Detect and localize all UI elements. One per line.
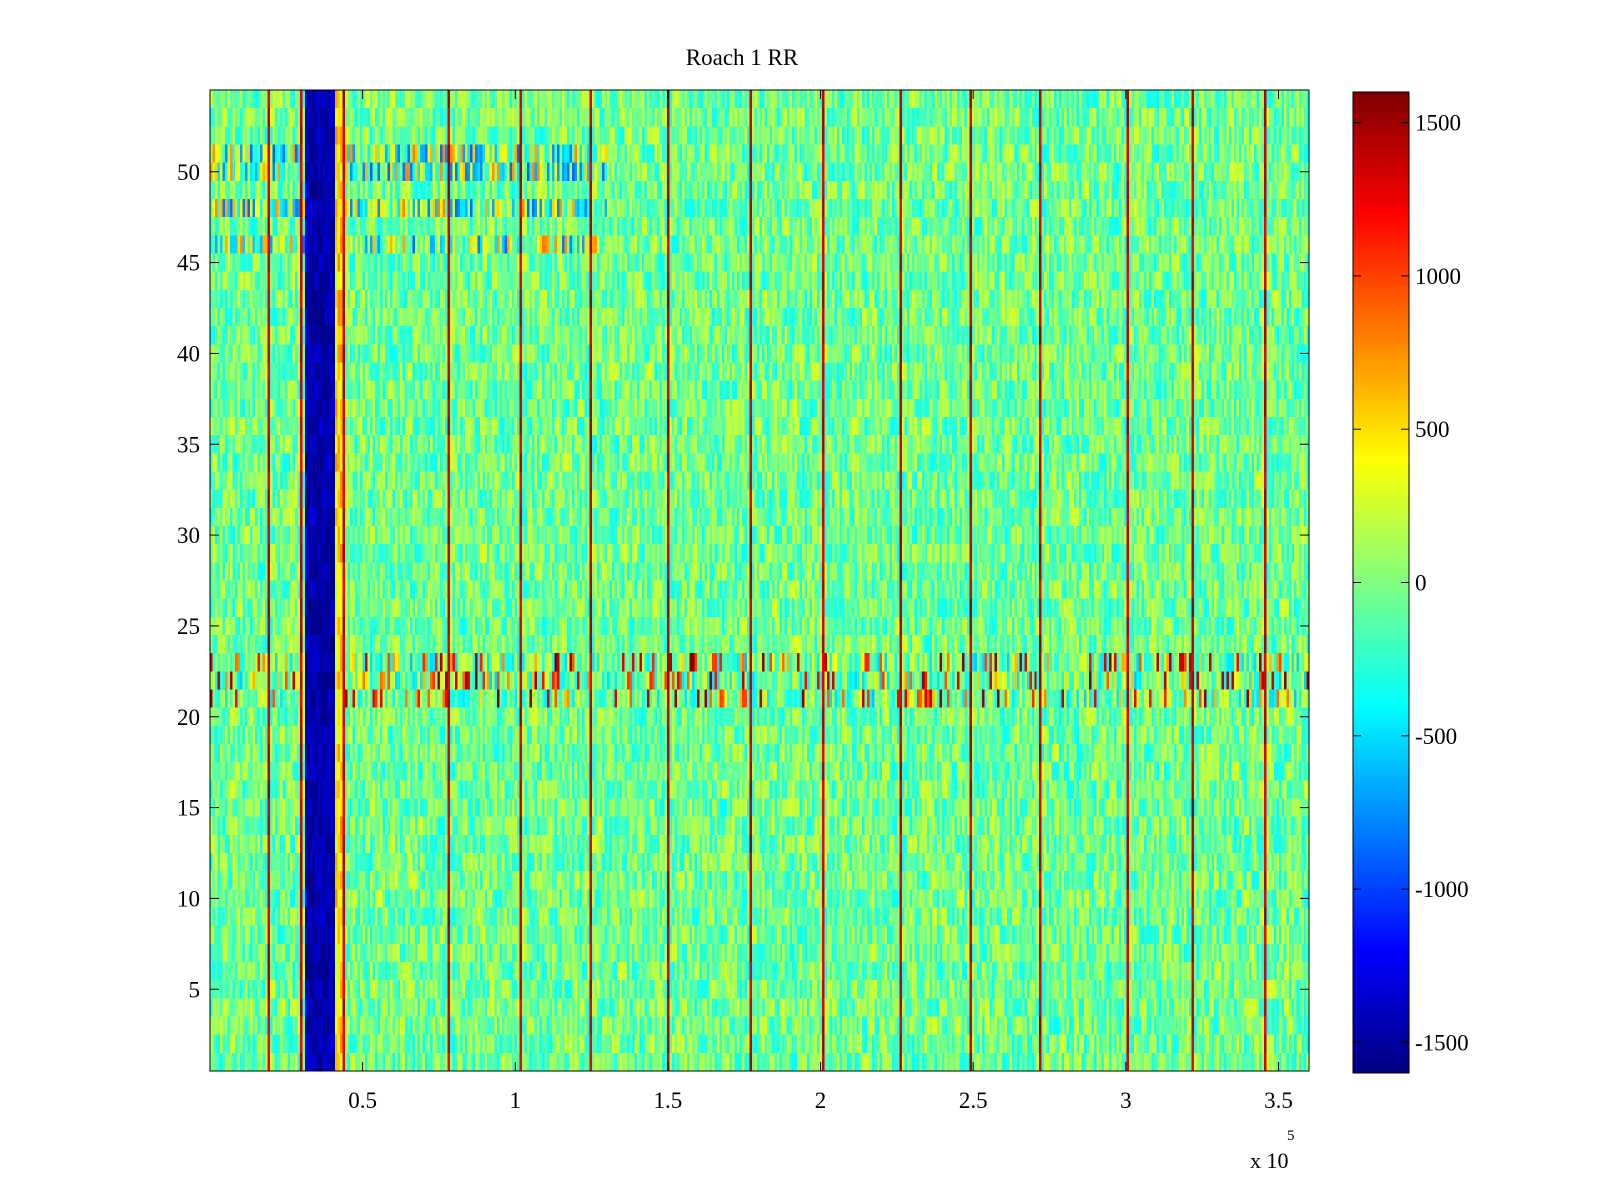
x-tick-label: 1.5 — [654, 1088, 683, 1113]
colorbar-tick-label: -1500 — [1415, 1030, 1469, 1055]
y-axis: 5 10 15 20 25 30 35 40 45 50 — [177, 160, 1309, 1002]
chart-title: Roach 1 RR — [686, 45, 799, 70]
x-multiplier-label: x 10 — [1250, 1148, 1289, 1173]
colorbar-tick-label: -500 — [1415, 724, 1457, 749]
x-tick-label: 3 — [1120, 1088, 1132, 1113]
y-tick-label: 50 — [177, 160, 200, 185]
x-tick-label: 2.5 — [959, 1088, 988, 1113]
y-tick-label: 25 — [177, 614, 200, 639]
x-tick-label: 3.5 — [1264, 1088, 1293, 1113]
heatmap-image — [210, 90, 1309, 1071]
y-tick-label: 30 — [177, 523, 200, 548]
y-tick-label: 45 — [177, 251, 200, 276]
x-tick-label: 2 — [815, 1088, 827, 1113]
plot-frame — [209, 89, 1310, 1072]
y-tick-label: 5 — [189, 977, 201, 1002]
colorbar-tick-label: -1000 — [1415, 877, 1469, 902]
y-tick-label: 35 — [177, 432, 200, 457]
colorbar-tick-label: 0 — [1415, 571, 1427, 596]
y-tick-label: 20 — [177, 705, 200, 730]
y-tick-label: 15 — [177, 796, 200, 821]
x-axis: 0.5 1 1.5 2 2.5 3 3.5 — [348, 90, 1293, 1113]
colorbar-gradient — [1353, 92, 1409, 1073]
colorbar-tick-label: 1500 — [1415, 111, 1461, 136]
colorbar: 1500 1000 500 0 -500 -1000 -1500 — [1352, 91, 1469, 1074]
colorbar-tick-label: 500 — [1415, 417, 1450, 442]
heatmap — [210, 90, 1309, 1071]
x-tick-label: 1 — [510, 1088, 522, 1113]
y-tick-label: 10 — [177, 886, 200, 911]
y-tick-label: 40 — [177, 341, 200, 366]
colorbar-ticks: 1500 1000 500 0 -500 -1000 -1500 — [1353, 111, 1469, 1055]
x-tick-label: 0.5 — [348, 1088, 377, 1113]
x-multiplier-exponent: 5 — [1287, 1128, 1295, 1144]
colorbar-tick-label: 1000 — [1415, 264, 1461, 289]
